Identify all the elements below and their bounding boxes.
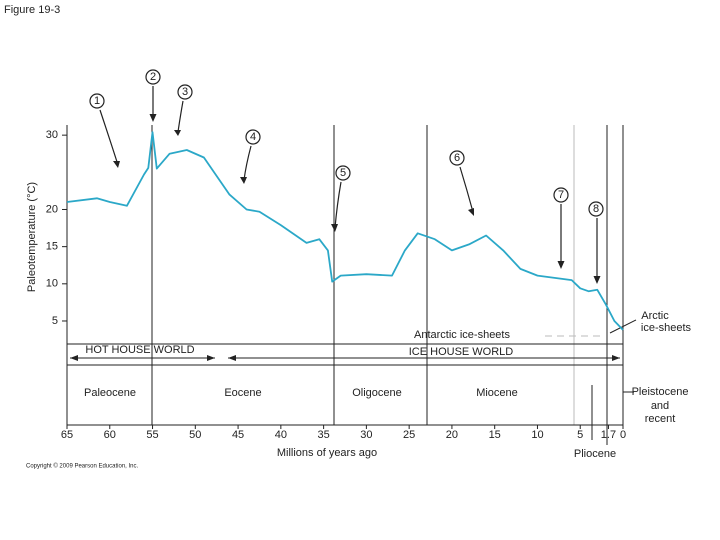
y-tick-label: 20 (46, 203, 58, 215)
x-tick-label: 20 (446, 429, 458, 441)
x-tick-label: 60 (104, 429, 116, 441)
x-tick-label: 5 (577, 429, 583, 441)
x-tick-label: 30 (360, 429, 372, 441)
marker-label: 3 (182, 86, 188, 98)
ice-house-label: ICE HOUSE WORLD (409, 346, 514, 358)
x-tick-label: 15 (489, 429, 501, 441)
pleistocene-label: Pleistocene (632, 386, 689, 398)
pleistocene-label: and (651, 400, 669, 412)
pleistocene-label: recent (645, 413, 676, 425)
marker-label: 5 (340, 167, 346, 179)
era-arrows (70, 319, 637, 361)
y-tick-label: 15 (46, 241, 58, 253)
x-axis-title: Millions of years ago (277, 447, 377, 459)
marker-label: 7 (558, 189, 564, 201)
epoch-label: Miocene (476, 387, 518, 399)
marker-label: 6 (454, 152, 460, 164)
x-tick-label: 55 (146, 429, 158, 441)
y-tick-label: 30 (46, 129, 58, 141)
arctic-label: Arctic (641, 310, 669, 322)
x-tick-label: 1.7 (601, 429, 616, 441)
marker-label: 1 (94, 95, 100, 107)
temperature-line (66, 131, 624, 331)
x-tick-label: 65 (61, 429, 73, 441)
x-tick-label: 10 (531, 429, 543, 441)
x-tick-label: 45 (232, 429, 244, 441)
x-tick-label: 0 (620, 429, 626, 441)
markers (89, 69, 604, 284)
marker-label: 2 (150, 71, 156, 83)
marker-label: 4 (250, 131, 256, 143)
epoch-label: Eocene (224, 387, 261, 399)
hot-house-label: HOT HOUSE WORLD (85, 344, 194, 356)
pliocene-label: Pliocene (574, 448, 616, 460)
epoch-label: Paleocene (84, 387, 136, 399)
y-tick-label: 10 (46, 278, 58, 290)
y-axis-title: Paleotemperature (°C) (26, 182, 38, 292)
x-tick-label: 25 (403, 429, 415, 441)
antarctic-label: Antarctic ice-sheets (414, 329, 510, 341)
arctic-label: ice-sheets (641, 322, 692, 334)
chart-title: Figure 19-3 (4, 4, 60, 16)
x-tick-label: 35 (317, 429, 329, 441)
x-tick-label: 50 (189, 429, 201, 441)
epoch-label: Oligocene (352, 387, 402, 399)
marker-label: 8 (593, 203, 599, 215)
y-tick-label: 5 (52, 315, 58, 327)
x-tick-label: 40 (275, 429, 287, 441)
copyright: Copyright © 2009 Pearson Education, Inc. (26, 463, 138, 470)
